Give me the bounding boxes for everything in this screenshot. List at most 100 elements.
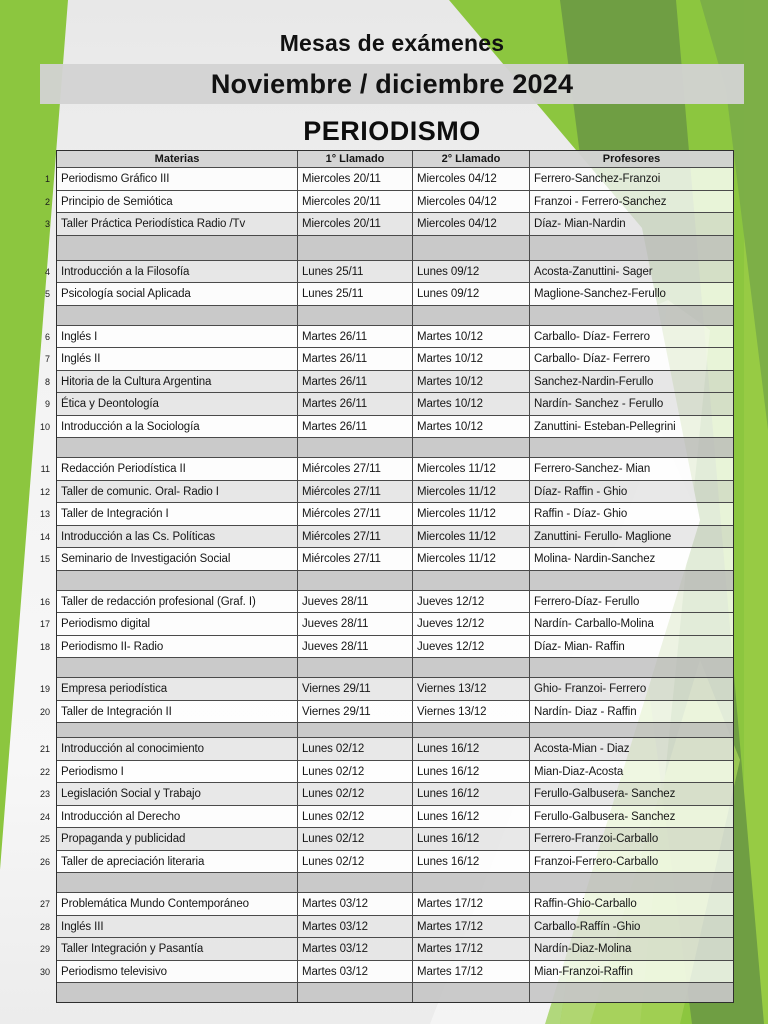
spacer-cell — [298, 983, 413, 1003]
cell-profesores: Nardín- Diaz - Raffin — [530, 700, 734, 723]
spacer-cell — [413, 570, 530, 591]
cell-profesores: Ferullo-Galbusera- Sanchez — [530, 783, 734, 806]
row-number: 12 — [39, 486, 50, 497]
cell-llamado1: Miércoles 27/11 — [298, 548, 413, 571]
row-number: 29 — [39, 944, 50, 954]
table-row: 10 Introducción a la Sociología Martes 26/… — [36, 415, 734, 438]
cell-profesores: Ferrero-Sanchez-Franzoi — [530, 168, 734, 191]
spacer-cell — [530, 873, 734, 893]
row-number: 24 — [39, 811, 50, 822]
row-number: 3 — [44, 219, 50, 229]
cell-llamado2: Martes 17/12 — [413, 915, 530, 938]
table-row: 20 Taller de Integración II Viernes 29/11 V… — [36, 700, 734, 723]
spacer-cell — [530, 438, 734, 458]
cell-profesores: Sanchez-Nardin-Ferullo — [530, 370, 734, 393]
table-row: 2 Principio de Semiótica Miercoles 20/11 Mi… — [36, 190, 734, 213]
cell-materia: Seminario de Investigación Social — [56, 548, 298, 571]
row-number: 30 — [39, 966, 50, 977]
cell-materia: Empresa periodística — [56, 678, 298, 701]
table-row: 26 Taller de apreciación literaria Lunes 0… — [36, 850, 734, 873]
cell-llamado2: Martes 10/12 — [413, 393, 530, 416]
cell-materia: Periodismo II- Radio — [56, 635, 298, 658]
row-number: 4 — [44, 266, 50, 277]
cell-materia: Introducción a la Sociología — [56, 415, 298, 438]
cell-llamado1: Miércoles 27/11 — [298, 503, 413, 526]
spacer-row — [36, 658, 734, 678]
cell-llamado2: Miercoles 11/12 — [413, 548, 530, 571]
spacer-row — [36, 235, 734, 261]
cell-llamado2: Martes 10/12 — [413, 325, 530, 348]
section-title: PERIODISMO — [303, 116, 481, 146]
cell-materia: Problemática Mundo Contemporáneo — [56, 893, 298, 916]
spacer-row — [36, 570, 734, 591]
spacer-cell — [413, 438, 530, 458]
spacer-row — [36, 723, 734, 738]
cell-materia: Taller Práctica Periodística Radio /Tv — [56, 213, 298, 236]
cell-llamado2: Lunes 09/12 — [413, 283, 530, 306]
header-cell-llamado2: 2° Llamado — [413, 150, 530, 168]
cell-llamado1: Jueves 28/11 — [298, 635, 413, 658]
cell-profesores: Ferrero-Díaz- Ferullo — [530, 590, 734, 613]
table-row: 5 Psicología social Aplicada Lunes 25/11 Lu… — [36, 283, 734, 306]
table-row: 9 Ética y Deontología Martes 26/11 Martes 1… — [36, 393, 734, 416]
spacer-cell — [530, 235, 734, 261]
cell-llamado2: Viernes 13/12 — [413, 678, 530, 701]
cell-llamado2: Martes 10/12 — [413, 370, 530, 393]
row-number: 18 — [39, 641, 50, 652]
row-number — [36, 723, 56, 738]
spacer-cell — [298, 235, 413, 261]
cell-profesores: Zanuttini- Esteban-Pellegrini — [530, 415, 734, 438]
spacer-cell — [413, 305, 530, 326]
spacer-cell — [56, 723, 298, 738]
row-number — [36, 873, 56, 893]
spacer-row — [36, 873, 734, 893]
spacer-cell — [298, 438, 413, 458]
row-number: 21 — [39, 744, 50, 754]
table-row: 27 Problemática Mundo Contemporáneo Martes… — [36, 893, 734, 916]
spacer-cell — [530, 658, 734, 678]
row-number — [36, 438, 56, 458]
row-number: 15 — [39, 554, 50, 564]
cell-profesores: Acosta-Zanuttini- Sager — [530, 260, 734, 283]
table-row: 30 Periodismo televisivo Martes 03/12 Marte… — [36, 960, 734, 983]
cell-llamado2: Martes 10/12 — [413, 415, 530, 438]
cell-materia: Inglés II — [56, 348, 298, 371]
cell-llamado2: Lunes 16/12 — [413, 783, 530, 806]
date-banner: Noviembre / diciembre 2024 — [40, 64, 744, 104]
cell-profesores: Franzoi-Ferrero-Carballo — [530, 850, 734, 873]
table-row: 15 Seminario de Investigación Social Miérc… — [36, 548, 734, 571]
cell-profesores: Zanuttini- Ferullo- Maglione — [530, 525, 734, 548]
cell-materia: Ética y Deontología — [56, 393, 298, 416]
cell-llamado1: Jueves 28/11 — [298, 613, 413, 636]
cell-profesores: Acosta-Mian - Diaz — [530, 738, 734, 761]
cell-llamado1: Lunes 02/12 — [298, 738, 413, 761]
cell-llamado2: Miercoles 04/12 — [413, 168, 530, 191]
cell-llamado1: Martes 03/12 — [298, 960, 413, 983]
spacer-cell — [56, 438, 298, 458]
cell-llamado2: Miercoles 04/12 — [413, 213, 530, 236]
cell-llamado1: Martes 26/11 — [298, 325, 413, 348]
table-row: 22 Periodismo I Lunes 02/12 Lunes 16/12 Mian… — [36, 760, 734, 783]
header-cell-profesores: Profesores — [530, 150, 734, 168]
cell-materia: Introducción al Derecho — [56, 805, 298, 828]
cell-llamado1: Viernes 29/11 — [298, 678, 413, 701]
table-row: 1 Periodismo Gráfico III Miercoles 20/11 Mi… — [36, 168, 734, 191]
cell-llamado1: Jueves 28/11 — [298, 590, 413, 613]
cell-llamado2: Jueves 12/12 — [413, 635, 530, 658]
cell-profesores: Franzoi - Ferrero-Sanchez — [530, 190, 734, 213]
row-number: 5 — [44, 289, 50, 299]
table-header-row: Materias 1° Llamado 2° Llamado Profesore… — [36, 150, 734, 168]
cell-materia: Periodismo Gráfico III — [56, 168, 298, 191]
table-row: 19 Empresa periodística Viernes 29/11 Viern… — [36, 678, 734, 701]
cell-llamado2: Lunes 16/12 — [413, 850, 530, 873]
row-number: 2 — [44, 196, 50, 207]
cell-llamado2: Jueves 12/12 — [413, 590, 530, 613]
row-number: 13 — [39, 509, 50, 519]
cell-profesores: Nardín- Carballo-Molina — [530, 613, 734, 636]
cell-profesores: Díaz- Mian- Raffin — [530, 635, 734, 658]
table-row: 6 Inglés I Martes 26/11 Martes 10/12 Carball… — [36, 325, 734, 348]
row-number: 20 — [39, 706, 50, 717]
row-number: 10 — [39, 421, 50, 432]
exam-table-rows: 1 Periodismo Gráfico III Miercoles 20/11 Mi… — [36, 168, 734, 1003]
